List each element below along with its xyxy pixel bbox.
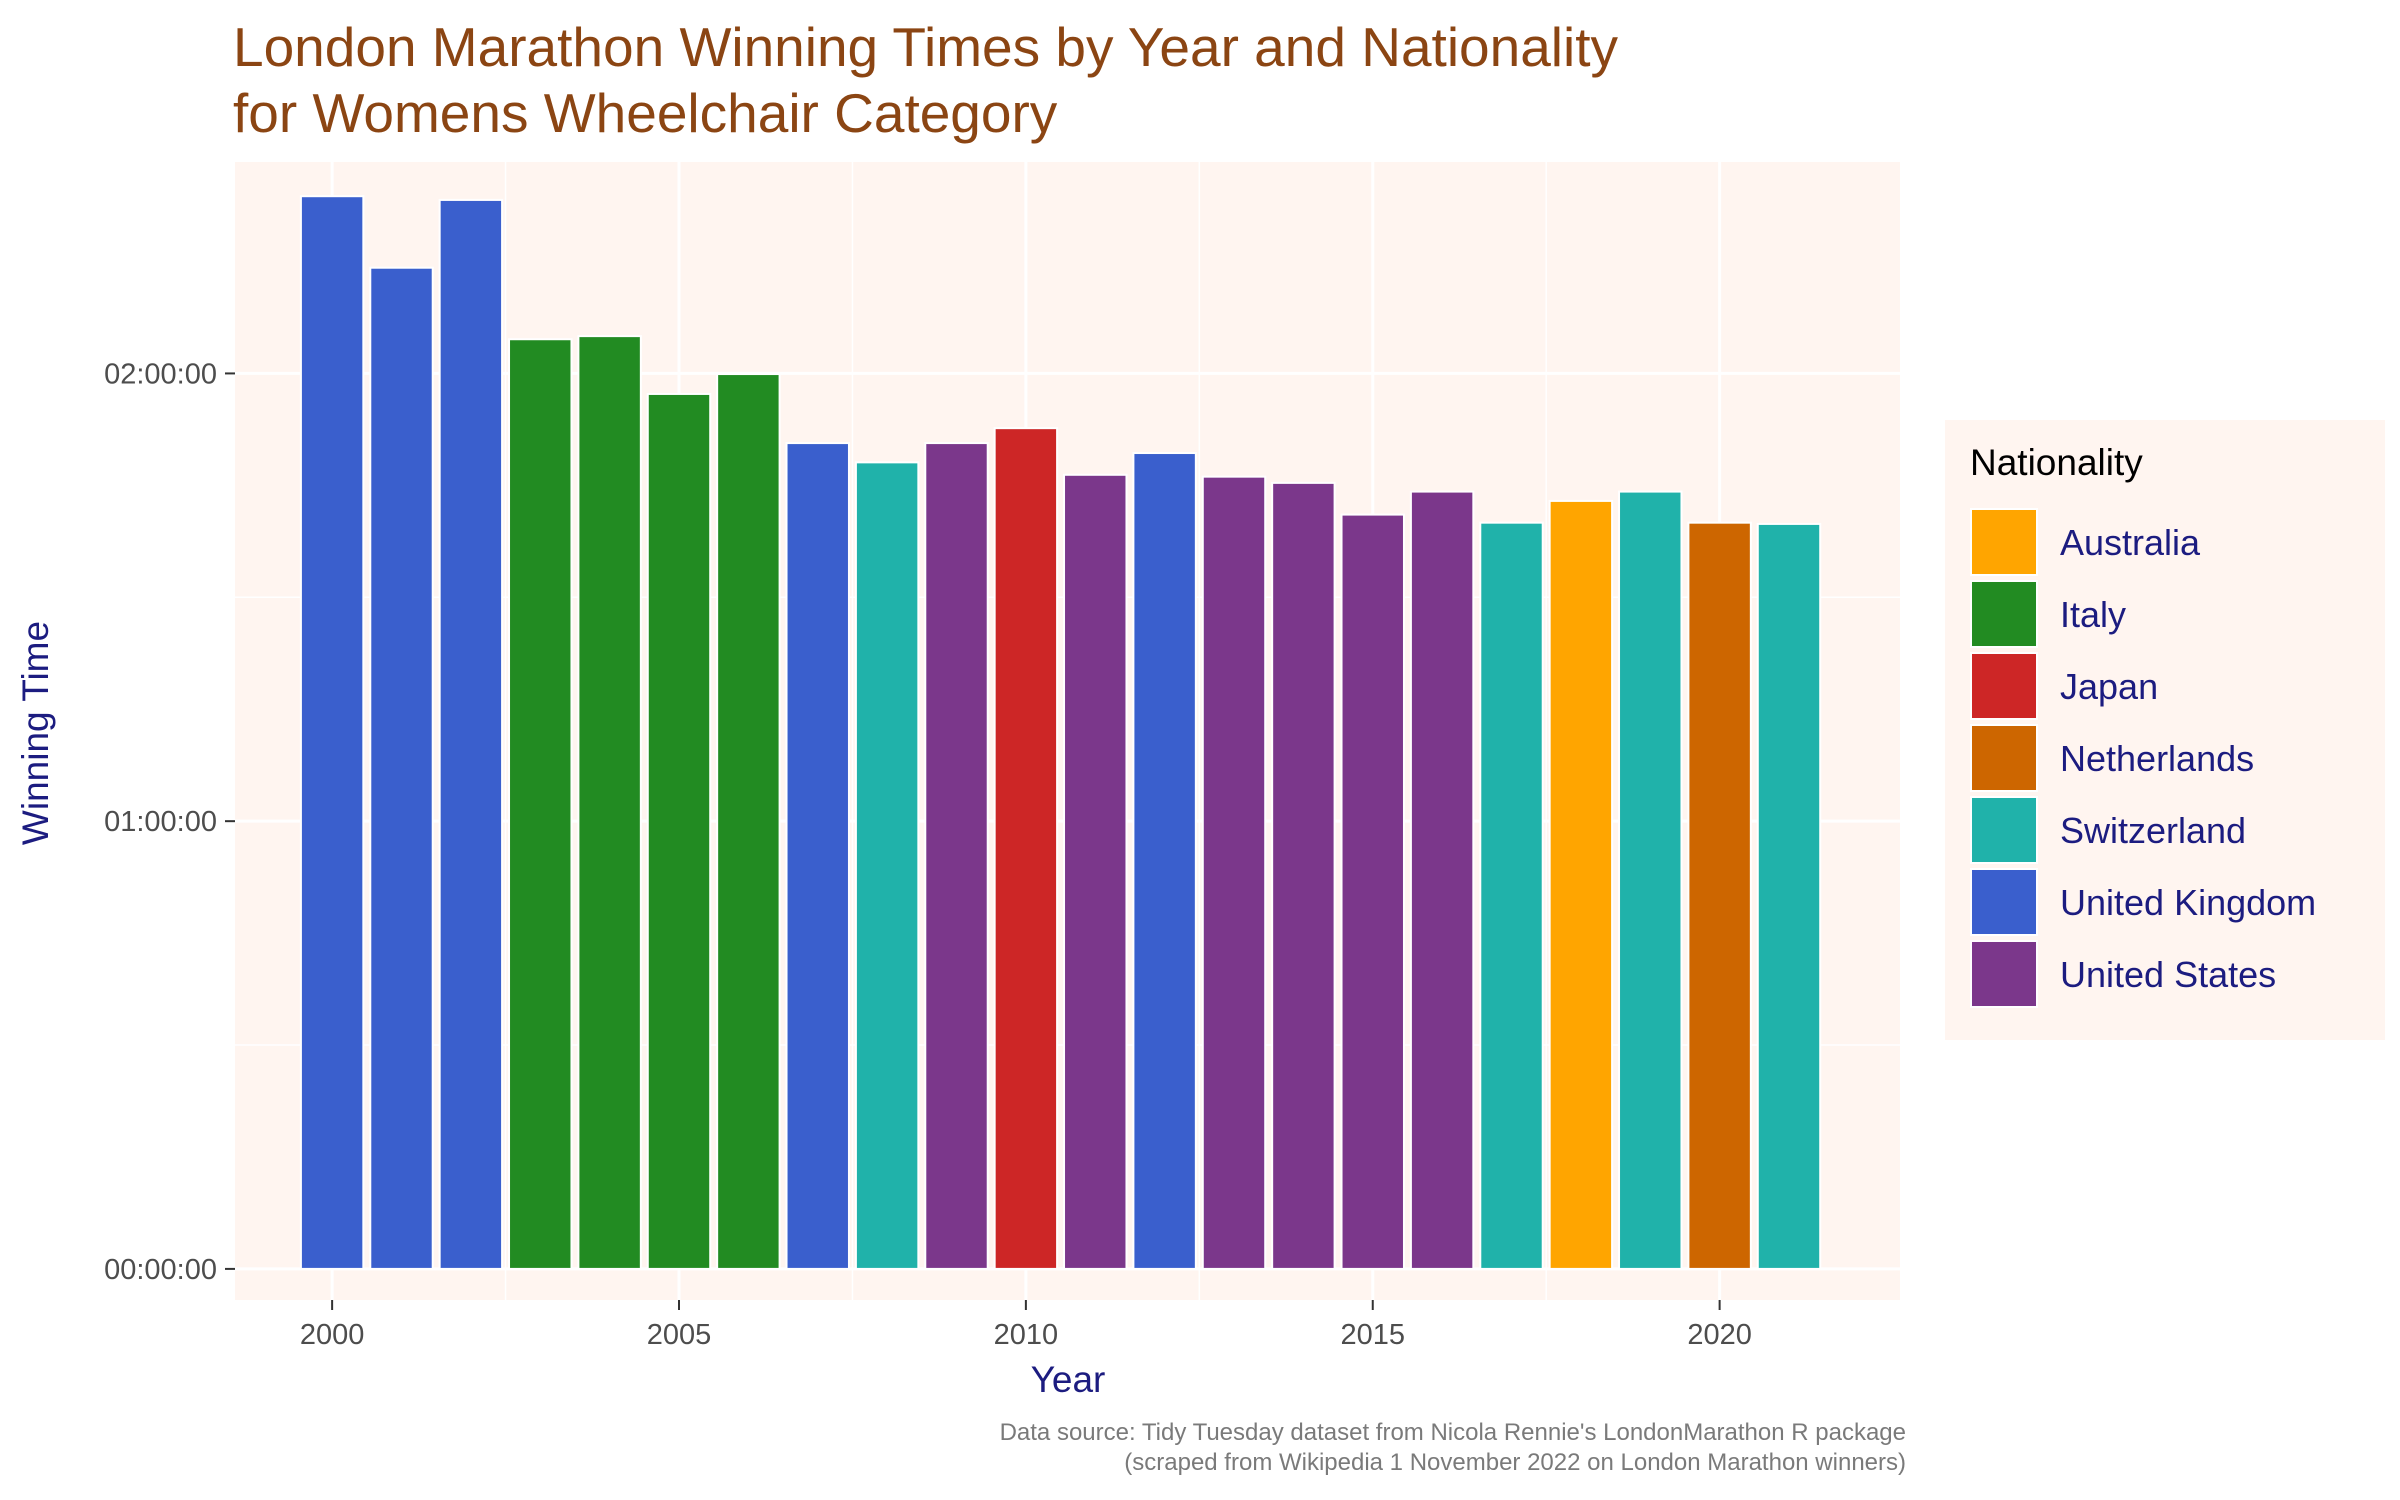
y-axis: 00:00:00 01:00:00 02:00:00 (104, 358, 235, 1286)
bar-2012 (1132, 452, 1197, 1270)
legend-swatch (1970, 724, 2038, 792)
legend-label: Netherlands (2060, 738, 2255, 779)
chart-title-line-2: for Womens Wheelchair Category (233, 82, 1058, 144)
chart-title-line-1: London Marathon Winning Times by Year an… (233, 16, 1619, 78)
legend-label: Switzerland (2060, 810, 2247, 851)
chart-title: London Marathon Winning Times by Year an… (233, 14, 1618, 146)
bar-2020 (1687, 521, 1752, 1270)
bar-2008 (854, 461, 920, 1270)
caption: Data source: Tidy Tuesday dataset from N… (1000, 1418, 1906, 1478)
bar-2007 (785, 442, 850, 1270)
bar-2004 (577, 335, 642, 1270)
bar-2001 (369, 266, 434, 1270)
x-tick-label: 2000 (300, 1319, 365, 1351)
caption-line-2: (scraped from Wikipedia 1 November 2022 … (1124, 1449, 1906, 1476)
bar-2016 (1409, 490, 1475, 1270)
legend-swatch (1970, 652, 2038, 720)
y-tick-label: 00:00:00 (104, 1254, 217, 1286)
legend-item: United States (1970, 940, 2370, 1012)
bar-2005 (646, 392, 712, 1270)
bar-2017 (1479, 521, 1544, 1270)
legend-label: Australia (2060, 522, 2201, 563)
legend-swatch (1970, 508, 2038, 576)
bar-2003 (508, 338, 573, 1270)
legend: Nationality Australia Italy Japan Netherlan… (1945, 420, 2385, 1040)
legend-swatch (1970, 796, 2038, 864)
x-axis: 2000 2005 2010 2015 2020 (300, 1300, 1752, 1351)
legend-label: United States (2060, 954, 2277, 995)
bar-2021 (1756, 522, 1822, 1270)
legend-swatch (1970, 940, 2038, 1008)
bar-2006 (716, 373, 781, 1270)
x-tick-label: 2020 (1687, 1319, 1752, 1351)
bar-2009 (924, 442, 989, 1270)
bars (299, 195, 1822, 1270)
legend-swatch (1970, 868, 2038, 936)
legend-label: United Kingdom (2060, 882, 2317, 923)
legend-label: Italy (2060, 594, 2127, 635)
bar-2018 (1548, 499, 1614, 1270)
y-tick-label: 01:00:00 (104, 806, 217, 838)
bar-2014 (1271, 481, 1336, 1270)
caption-line-1: Data source: Tidy Tuesday dataset from N… (999, 1419, 1906, 1446)
y-axis-title: Winning Time (15, 621, 56, 845)
bar-2002 (438, 198, 504, 1270)
bar-2013 (1201, 475, 1267, 1270)
legend-item: Japan (1970, 652, 2370, 724)
bar-2015 (1340, 513, 1405, 1270)
bar-2019 (1618, 490, 1683, 1270)
legend-item: Netherlands (1970, 724, 2370, 796)
bar-2010 (993, 427, 1059, 1270)
legend-swatch (1970, 580, 2038, 648)
x-tick-label: 2005 (647, 1319, 712, 1351)
legend-item: Italy (1970, 580, 2370, 652)
legend-item: Australia (1970, 508, 2370, 580)
x-tick-label: 2010 (994, 1319, 1059, 1351)
bar-2011 (1063, 473, 1128, 1270)
bar-2000 (299, 195, 365, 1270)
x-tick-label: 2015 (1340, 1319, 1405, 1351)
legend-item: United Kingdom (1970, 868, 2370, 940)
legend-title: Nationality (1970, 442, 2143, 483)
y-tick-label: 02:00:00 (104, 358, 217, 390)
legend-label: Japan (2060, 666, 2159, 707)
x-axis-title: Year (1031, 1359, 1106, 1400)
legend-item: Switzerland (1970, 796, 2370, 868)
